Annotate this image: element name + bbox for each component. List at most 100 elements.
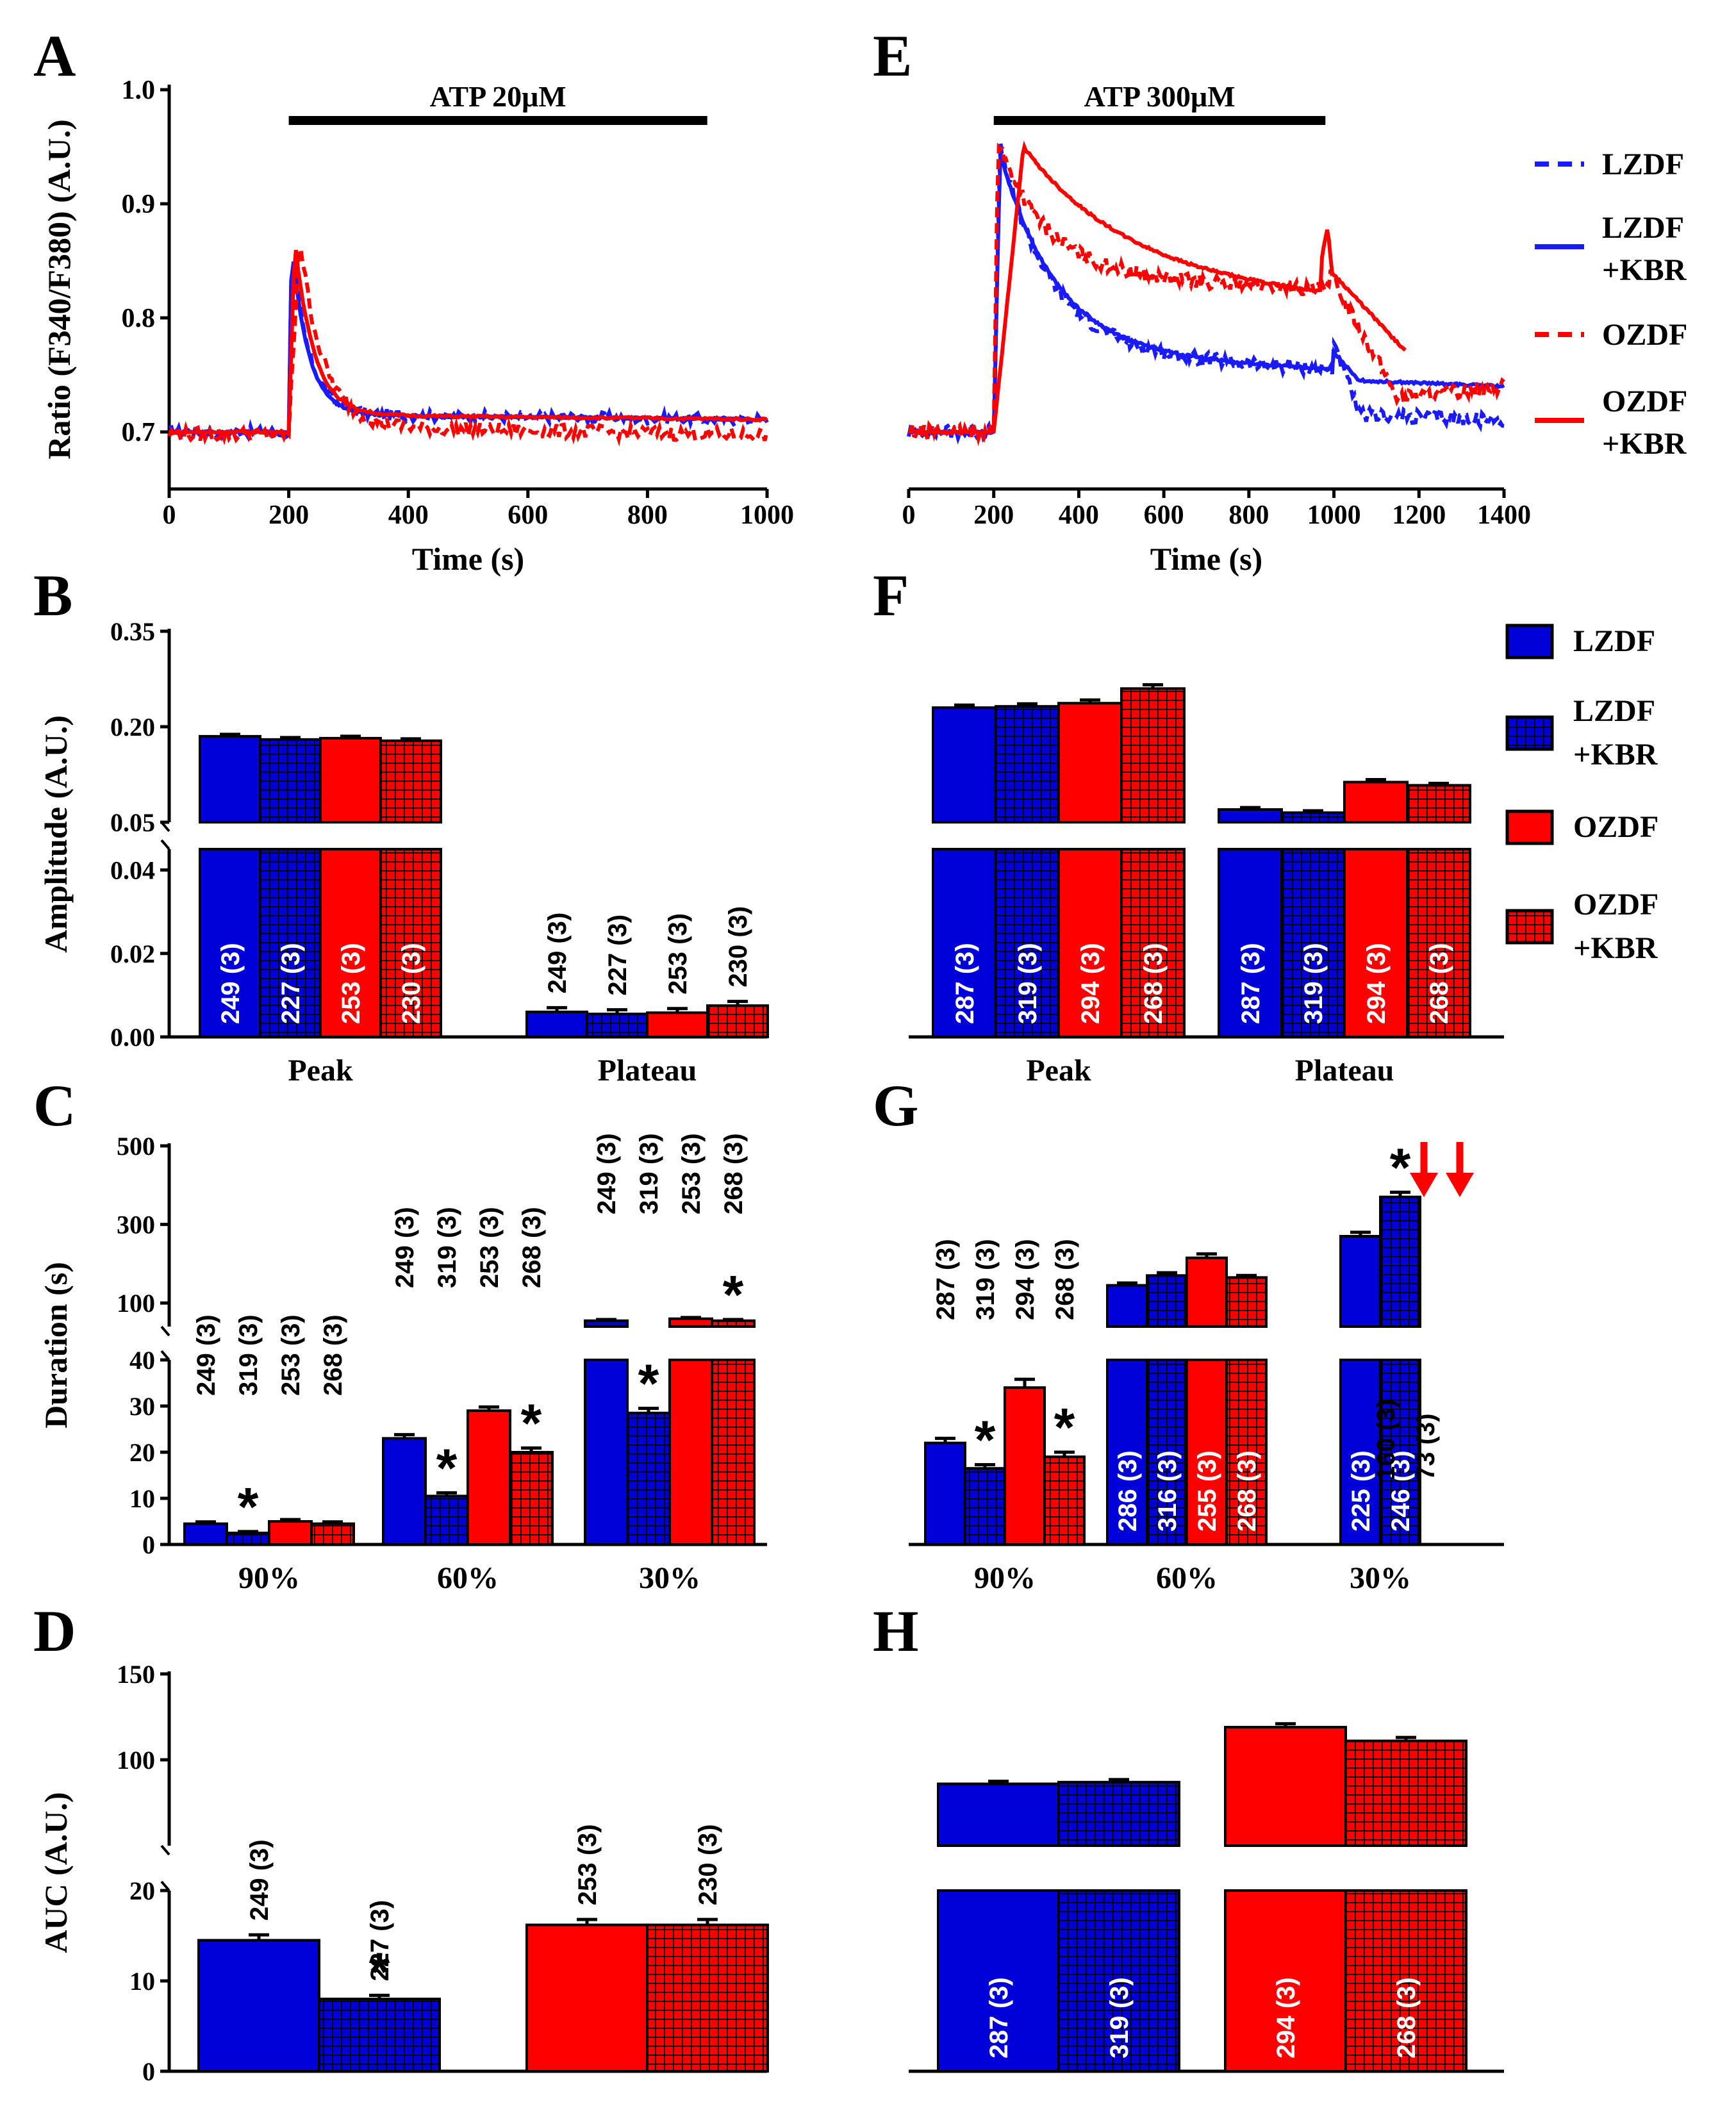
bar-lzdf-kbr: 227 (3)	[586, 915, 649, 1038]
panel-letter: H	[873, 1598, 919, 1664]
bar-lzdf: 249 (3)	[382, 1207, 427, 1546]
arrow-head	[1446, 1173, 1474, 1197]
trace-lzdf-kbr	[907, 153, 1505, 436]
stimulus-label: ATP 20μM	[430, 80, 566, 113]
trace-ozdf-kbr	[169, 249, 768, 436]
bar-hatch	[1147, 1360, 1187, 1544]
bar-ozdf-kbr: 268 (3)	[1344, 1735, 1467, 2073]
significance-star: *	[638, 1354, 659, 1414]
bar-lzdf-kbr: 319 (3) *	[226, 1314, 270, 1546]
bar-lzdf: 287 (3)	[924, 1239, 966, 1546]
n-label: 319 (3)	[235, 1314, 263, 1396]
n-label: 319 (3)	[635, 1133, 663, 1214]
bar-hatch	[587, 1014, 647, 1037]
y-tick-label: 30	[129, 1392, 155, 1421]
trace-lzdf	[169, 261, 769, 443]
bar-hatch	[647, 1925, 768, 2071]
off-scale-arrow	[1446, 1142, 1474, 1197]
y-tick-label: 0.9	[122, 190, 156, 219]
n-label: 287 (3)	[1237, 943, 1265, 1024]
category-label: Peak	[1026, 1054, 1091, 1088]
bar-fill	[1106, 1284, 1148, 1329]
bar-ozdf-kbr: 268 (3) *	[1043, 1239, 1086, 1546]
bar-lzdf-kbr: 319 (3)	[995, 702, 1060, 1038]
significance-star: *	[521, 1393, 542, 1453]
legend-label: +KBR	[1573, 738, 1658, 772]
n-label: 294 (3)	[1272, 1977, 1300, 2058]
x-tick-label: 400	[388, 501, 429, 530]
n-label: 230 (3)	[724, 906, 752, 988]
panel-letter: D	[33, 1598, 76, 1664]
y-tick-label: 0.35	[110, 617, 155, 646]
panel-c: 100 300 500 0 10 20 30 40 Duration (s) 90% 60% 30% 2…	[38, 1132, 767, 1595]
bar-lzdf: 287 (3)	[937, 1780, 1060, 2073]
bar-hatch	[1045, 1457, 1084, 1544]
n-label: 286 (3)	[1114, 1450, 1142, 1532]
bar-fill	[183, 1522, 228, 1546]
n-label: 268 (3)	[720, 1133, 748, 1214]
n-label: 287 (3)	[932, 1239, 960, 1320]
x-tick-label: 1400	[1477, 501, 1531, 530]
panel-d: 100 150 0 10 20 AUC (A.U.) 249 (3) 227 (3)* 253 …	[38, 1660, 769, 2086]
panel-e: ATP 300μM 0 200 400 600 800 1000 1200 1400 Time (…	[902, 80, 1532, 577]
bar-fill	[584, 1359, 629, 1546]
bar-ozdf-kbr: 230 (3)	[379, 737, 442, 1038]
n-label: 316 (3)	[1153, 1450, 1182, 1532]
bar-hatch	[1380, 1196, 1420, 1327]
x-tick-label: 1000	[1307, 501, 1361, 530]
x-tick-label: 0	[163, 501, 176, 530]
n-label: 253 (3)	[475, 1207, 504, 1288]
bar-ozdf: 294 (3)	[1004, 1239, 1046, 1546]
n-label: 268 (3)	[319, 1314, 347, 1396]
y-tick-label: 100	[117, 1746, 155, 1775]
y-tick-label: 10	[129, 1967, 155, 1996]
n-label: 227 (3)	[604, 915, 632, 996]
legend-label: OZDF	[1602, 318, 1687, 352]
y-tick-label: 40	[129, 1346, 155, 1375]
bar-fill	[525, 1923, 649, 2073]
arrow-head	[1410, 1173, 1438, 1197]
n-label: 253 (3)	[574, 1824, 602, 1905]
bar-fill	[668, 1359, 713, 1546]
bar-fill	[1004, 1386, 1046, 1546]
category-label: 60%	[1156, 1561, 1218, 1595]
bar-fill	[1343, 848, 1409, 1038]
bar-hatch	[260, 739, 320, 822]
bar-ozdf: 294 (3)	[1057, 698, 1123, 1038]
x-tick-label: 1200	[1392, 501, 1446, 530]
y-axis-label: Duration (s)	[38, 1262, 74, 1428]
bar-lzdf: 225 (3)	[1339, 1230, 1382, 1546]
bar-hatch	[1059, 1891, 1179, 2071]
n-label: 319 (3)	[1105, 1977, 1134, 2058]
n-label: 287 (3)	[951, 943, 979, 1024]
bar-lzdf: 249 (3)	[183, 1314, 228, 1546]
bar-fill	[1218, 808, 1283, 824]
bar-ozdf: 253 (3)	[646, 913, 709, 1039]
panel-letter: E	[873, 23, 912, 88]
n-label: 319 (3)	[433, 1207, 461, 1288]
axis-break	[160, 1325, 170, 1337]
x-tick-label: 1000	[740, 501, 794, 530]
bar-lzdf-kbr: 316 (3)	[1146, 1271, 1188, 1546]
y-tick-label: 0.00	[110, 1023, 155, 1052]
y-tick-label: 0.8	[122, 304, 156, 333]
y-tick-label: 150	[117, 1660, 155, 1689]
x-tick-label: 200	[973, 501, 1014, 530]
bar-fill	[1339, 1235, 1382, 1328]
bar-hatch	[1346, 1741, 1466, 1846]
n-label: 253 (3)	[277, 1314, 305, 1396]
y-tick-label: 0.7	[122, 418, 156, 447]
x-tick-label: 600	[1144, 501, 1184, 530]
bar-hatch	[1282, 813, 1344, 822]
panel-b: 0.05 0.20 0.35 0.00 0.02 0.04 Amplitude (A.U.)…	[38, 617, 769, 1088]
bar-fill	[584, 1319, 629, 1329]
panel-a: ATP 20μM 0 200 400 600 800 1000 0.7 0.8 0.9 1.0 Tim…	[41, 76, 794, 577]
n-label: 268 (3)	[1425, 943, 1453, 1024]
bar-lzdf: 287 (3)	[932, 703, 997, 1038]
bar-ozdf: 255 (3)	[1186, 1252, 1228, 1546]
bar-ozdf: 294 (3)	[1224, 1722, 1347, 2073]
n-label: 268 (3)	[1233, 1450, 1261, 1532]
x-axis-label: Time (s)	[1150, 541, 1262, 577]
trace-ozdf-kbr	[907, 140, 1407, 436]
bar-fill	[1057, 702, 1123, 824]
